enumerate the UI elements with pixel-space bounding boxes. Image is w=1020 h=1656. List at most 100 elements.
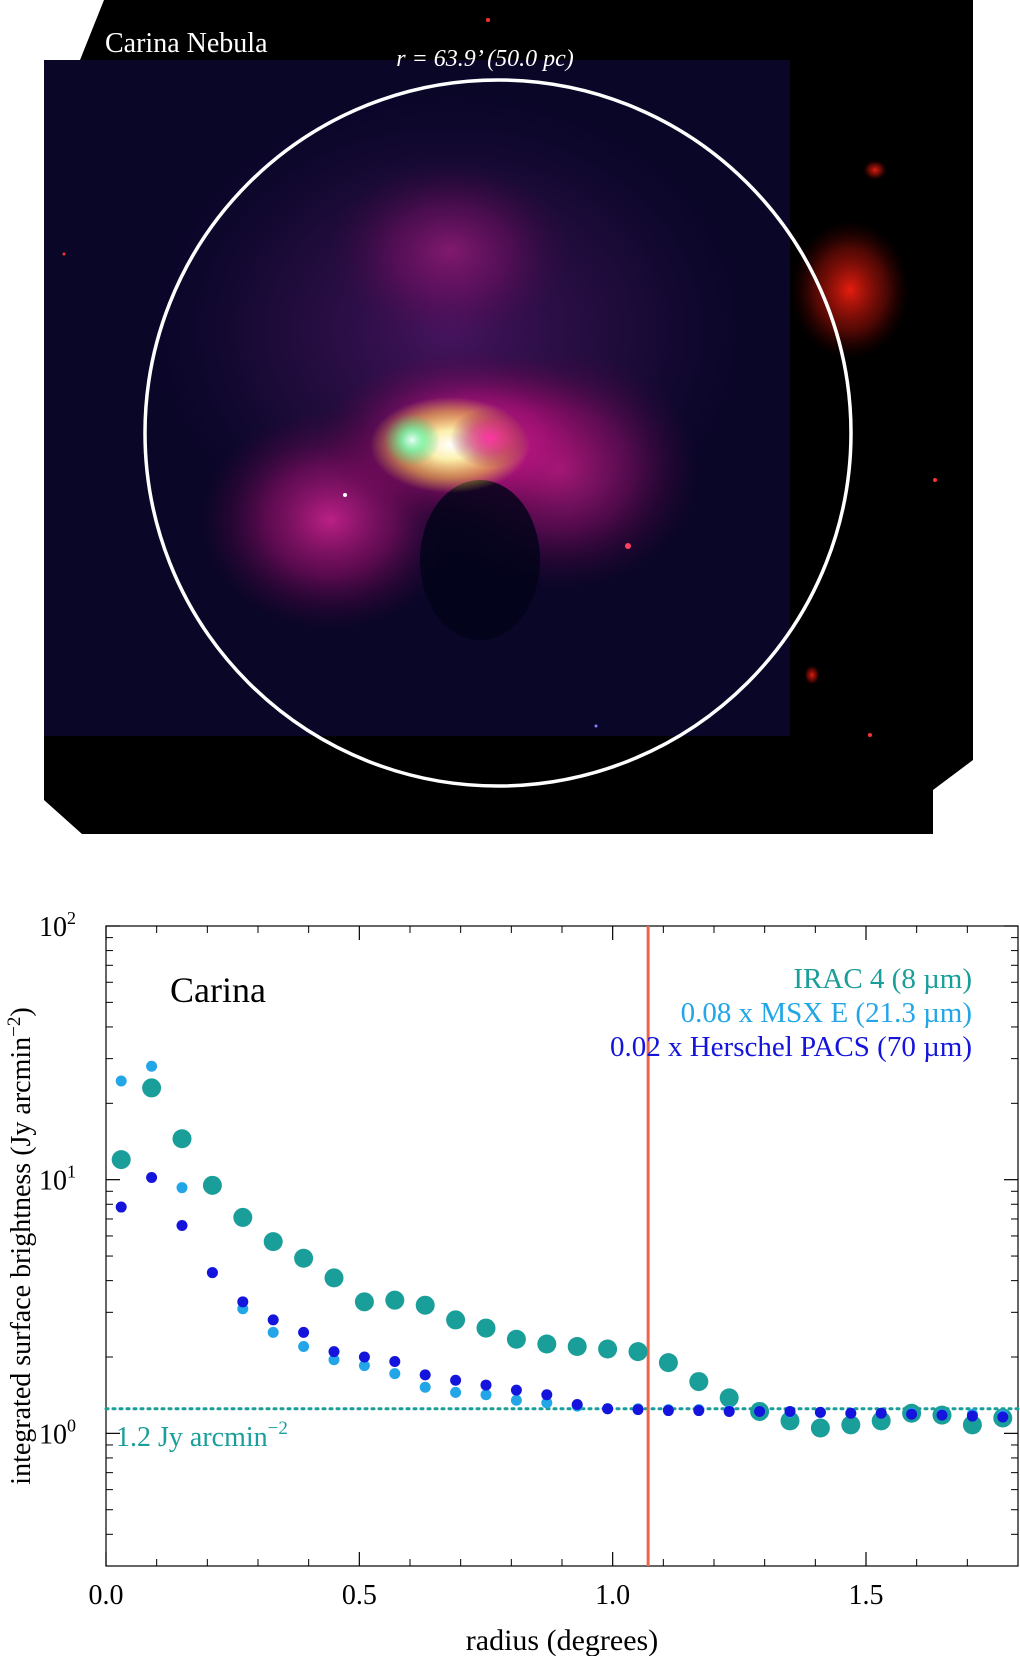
- dark-lane: [420, 480, 540, 640]
- star: [62, 252, 66, 256]
- data-point: [142, 1078, 162, 1098]
- legend-entry: 0.02 x Herschel PACS (70 µm): [610, 1031, 972, 1063]
- data-point: [841, 1415, 861, 1435]
- data-point: [358, 1351, 370, 1363]
- y-tick-label-exp: 1: [67, 1162, 76, 1182]
- star: [625, 543, 631, 549]
- data-point: [263, 1232, 283, 1252]
- data-point: [719, 1388, 739, 1408]
- legend-entry: 0.08 x MSX E (21.3 µm): [681, 997, 972, 1029]
- y-axis-label-sup: −2: [4, 1017, 25, 1037]
- bright-core-pink: [450, 408, 530, 468]
- data-point: [632, 1404, 644, 1416]
- y-tick-label: 101: [39, 1162, 76, 1197]
- data-point: [146, 1171, 158, 1183]
- data-point: [450, 1386, 462, 1398]
- threshold-annotation-text: 1.2 Jy arcmin: [116, 1422, 268, 1453]
- star: [594, 724, 598, 728]
- data-point: [814, 1406, 826, 1418]
- x-tick-label: 1.5: [849, 1580, 884, 1611]
- data-point: [446, 1310, 466, 1330]
- reference-lines: [104, 926, 1020, 1566]
- y-tick-label: 100: [39, 1415, 76, 1450]
- data-point: [328, 1354, 340, 1366]
- data-point: [662, 1405, 674, 1417]
- legend: IRAC 4 (8 µm)0.08 x MSX E (21.3 µm)0.02 …: [610, 963, 972, 1063]
- bright-core-green: [384, 414, 440, 466]
- x-tick-label: 0.0: [89, 1580, 124, 1611]
- y-axis-label: integrated surface brightness (Jy arcmin…: [4, 1007, 37, 1484]
- data-points: [111, 1060, 1013, 1438]
- data-point: [936, 1409, 948, 1421]
- x-axis: 0.0 0.5 1.0 1.5: [89, 926, 968, 1611]
- data-point: [506, 1329, 526, 1349]
- data-point: [328, 1346, 340, 1358]
- data-point: [354, 1292, 374, 1312]
- data-point: [298, 1326, 310, 1338]
- data-point: [598, 1339, 618, 1359]
- data-point: [754, 1405, 766, 1417]
- data-point: [871, 1411, 891, 1431]
- data-point: [780, 1411, 800, 1431]
- data-point: [541, 1389, 553, 1401]
- x-tick-label: 1.0: [595, 1580, 630, 1611]
- y-tick-label-exp: 2: [67, 908, 76, 928]
- data-point: [358, 1360, 370, 1372]
- data-point: [415, 1295, 435, 1315]
- aperture-circle: [143, 78, 853, 788]
- data-point: [419, 1381, 431, 1393]
- x-tick-label: 0.5: [342, 1580, 377, 1611]
- data-point: [115, 1201, 127, 1213]
- x-axis-label: radius (degrees): [466, 1624, 658, 1656]
- data-point: [962, 1415, 982, 1435]
- data-point: [389, 1355, 401, 1367]
- red-nebula-right: [790, 220, 910, 360]
- data-point: [810, 1418, 830, 1438]
- legend-entry: IRAC 4 (8 µm): [793, 963, 972, 995]
- data-point: [537, 1334, 557, 1354]
- data-point: [906, 1408, 918, 1420]
- data-point: [267, 1314, 279, 1326]
- data-point: [693, 1405, 705, 1417]
- data-point: [111, 1150, 131, 1170]
- data-point: [206, 1267, 218, 1279]
- data-point: [237, 1296, 249, 1308]
- red-spot: [804, 665, 820, 685]
- data-point: [875, 1407, 887, 1419]
- star: [343, 493, 347, 497]
- y-tick-label-base: 10: [39, 1419, 67, 1450]
- data-point: [480, 1389, 492, 1401]
- data-point: [784, 1405, 796, 1417]
- star: [868, 733, 872, 737]
- image-title: Carina Nebula: [105, 28, 268, 59]
- data-point: [267, 1326, 279, 1338]
- data-point: [689, 1372, 709, 1392]
- y-tick-label-base: 10: [39, 1166, 67, 1197]
- data-point: [845, 1407, 857, 1419]
- data-point: [966, 1410, 978, 1422]
- data-point: [628, 1342, 648, 1362]
- data-point: [450, 1374, 462, 1386]
- data-point: [324, 1268, 344, 1288]
- plot-frame: [105, 925, 1019, 1567]
- star: [933, 478, 937, 482]
- y-tick-label: 102: [39, 908, 76, 943]
- nebula-image-panel: Carina Nebula r = 63.9’ (50.0 pc): [44, 0, 973, 834]
- data-point: [385, 1290, 405, 1310]
- data-point: [115, 1075, 127, 1087]
- data-point: [541, 1397, 553, 1409]
- data-point: [298, 1340, 310, 1352]
- data-point: [567, 1336, 587, 1356]
- magenta-upper-filaments: [330, 160, 570, 340]
- data-point: [571, 1398, 583, 1410]
- data-point: [480, 1379, 492, 1391]
- data-point: [476, 1318, 496, 1338]
- data-point: [294, 1248, 314, 1268]
- y-axis-label-text: integrated surface brightness (Jy arcmin: [6, 1037, 37, 1485]
- data-point: [146, 1060, 158, 1072]
- data-point: [419, 1369, 431, 1381]
- red-spot: [863, 160, 887, 180]
